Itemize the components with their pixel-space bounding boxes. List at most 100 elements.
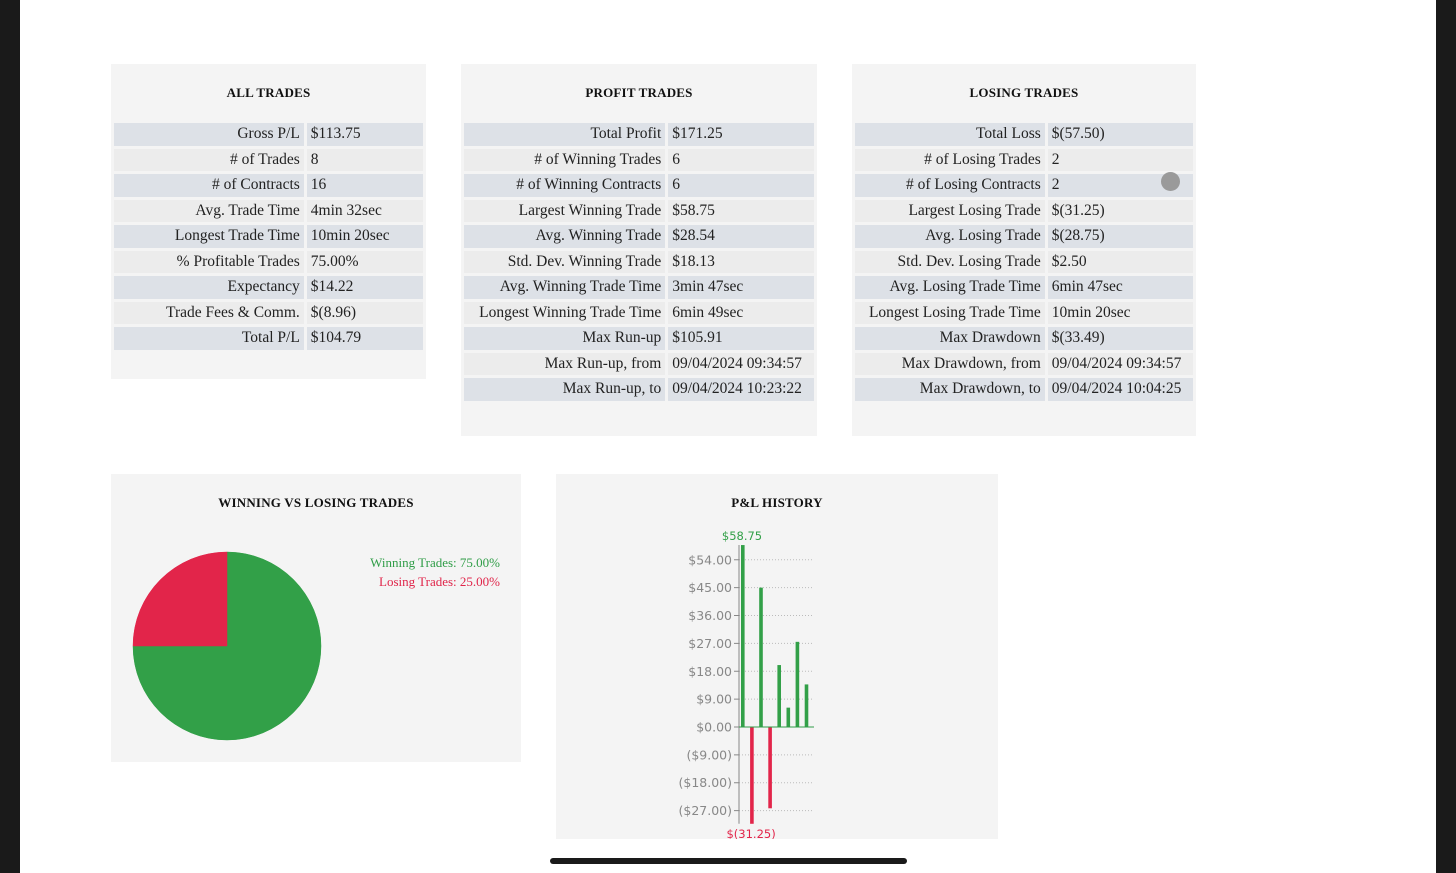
max-value-label: $58.75 bbox=[722, 529, 762, 543]
bar bbox=[777, 665, 781, 727]
all-trades-panel: ALL TRADES Gross P/L $113.75 # of Trades 8 #… bbox=[111, 64, 426, 379]
win-loss-pie-panel: WINNING VS LOSING TRADES Winning Trades:… bbox=[111, 474, 521, 762]
bar-chart-title: P&L HISTORY bbox=[731, 495, 823, 510]
all-trades-row: # of Trades 8 bbox=[114, 148, 423, 171]
all-trades-row-label: Expectancy bbox=[114, 276, 304, 299]
all-trades-row-value: $104.79 bbox=[306, 327, 423, 350]
profit-trades-row: Max Run-up $105.91 bbox=[464, 327, 814, 350]
bar bbox=[741, 545, 745, 727]
profit-trades-row: # of Winning Contracts 6 bbox=[464, 174, 814, 197]
y-tick-label: $9.00 bbox=[696, 692, 732, 707]
profit-trades-row: Total Profit $171.25 bbox=[464, 123, 814, 146]
all-trades-title: ALL TRADES bbox=[226, 85, 311, 100]
losing-trades-row-label: Max Drawdown bbox=[855, 327, 1045, 350]
all-trades-row-value: $(8.96) bbox=[306, 301, 423, 324]
losing-trades-row-label: Total Loss bbox=[855, 123, 1045, 146]
all-trades-row-label: % Profitable Trades bbox=[114, 250, 304, 273]
bar bbox=[795, 641, 800, 727]
all-trades-row-value: 8 bbox=[306, 148, 423, 171]
losing-trades-row-value: $(33.49) bbox=[1047, 327, 1193, 350]
bar bbox=[759, 587, 763, 727]
cursor-indicator bbox=[1161, 172, 1180, 191]
profit-trades-row: Max Run-up, to 09/04/2024 10:23:22 bbox=[464, 378, 814, 401]
profit-trades-row-value: 09/04/2024 10:23:22 bbox=[668, 378, 814, 401]
losing-trades-row-value: 09/04/2024 09:34:57 bbox=[1047, 352, 1193, 375]
all-trades-row: Total P/L $104.79 bbox=[114, 327, 423, 350]
profit-trades-row-label: Avg. Winning Trade bbox=[464, 225, 666, 248]
profit-trades-row-label: Avg. Winning Trade Time bbox=[464, 276, 666, 299]
profit-trades-row-value: $28.54 bbox=[668, 225, 814, 248]
profit-trades-row-label: Max Run-up bbox=[464, 327, 666, 350]
losing-trades-row: Avg. Losing Trade $(28.75) bbox=[855, 225, 1193, 248]
profit-trades-row-label: # of Winning Trades bbox=[464, 148, 666, 171]
y-tick-label: ($18.00) bbox=[679, 775, 733, 790]
profit-trades-row-value: 09/04/2024 09:34:57 bbox=[668, 352, 814, 375]
pie-chart bbox=[132, 551, 322, 741]
losing-trades-row: # of Losing Contracts 2 bbox=[855, 174, 1193, 197]
profit-trades-row-label: Total Profit bbox=[464, 123, 666, 146]
y-tick-label: $45.00 bbox=[688, 580, 732, 595]
all-trades-row: Expectancy $14.22 bbox=[114, 276, 423, 299]
profit-trades-row: Avg. Winning Trade Time 3min 47sec bbox=[464, 276, 814, 299]
bar bbox=[786, 707, 791, 727]
all-trades-row-label: # of Trades bbox=[114, 148, 304, 171]
all-trades-row-label: Total P/L bbox=[114, 327, 304, 350]
losing-trades-row-value: $(28.75) bbox=[1047, 225, 1193, 248]
all-trades-row: # of Contracts 16 bbox=[114, 174, 423, 197]
profit-trades-panel: PROFIT TRADES Total Profit $171.25 # of Wi… bbox=[461, 64, 817, 436]
bar-chart: $54.00 $45.00 $36.00 $27.00 $18.00 $9.00 $0.00… bbox=[679, 529, 814, 839]
losing-trades-row: Max Drawdown $(33.49) bbox=[855, 327, 1193, 350]
losing-trades-table: Total Loss $(57.50) # of Losing Trades 2 # o… bbox=[852, 120, 1196, 404]
y-tick-label: $27.00 bbox=[688, 636, 732, 651]
profit-trades-row-label: Max Run-up, from bbox=[464, 352, 666, 375]
legend-losing-trades: Losing Trades: 25.00% bbox=[379, 574, 500, 589]
profit-trades-row-value: 6 bbox=[668, 174, 814, 197]
all-trades-row-value: $113.75 bbox=[306, 123, 423, 146]
profit-trades-row-value: $18.13 bbox=[668, 250, 814, 273]
pie-legend: Winning Trades: 75.00% Losing Trades: 25… bbox=[370, 553, 500, 591]
pie-slice-losing bbox=[132, 551, 228, 647]
losing-trades-row-value: 2 bbox=[1047, 148, 1193, 171]
profit-trades-row: Longest Winning Trade Time 6min 49sec bbox=[464, 301, 814, 324]
bar bbox=[750, 727, 754, 824]
all-trades-row-value: 75.00% bbox=[306, 250, 423, 273]
all-trades-row-label: # of Contracts bbox=[114, 174, 304, 197]
profit-trades-row-value: $171.25 bbox=[668, 123, 814, 146]
profit-trades-row-value: 6 bbox=[668, 148, 814, 171]
losing-trades-row-value: 2 bbox=[1047, 174, 1193, 197]
home-indicator-bar[interactable] bbox=[550, 858, 907, 864]
losing-trades-row-value: 09/04/2024 10:04:25 bbox=[1047, 378, 1193, 401]
losing-trades-row-value: $(57.50) bbox=[1047, 123, 1193, 146]
pl-history-panel: P&L HISTORY $54.00 $45.00 $36.00 $27.00 $18.… bbox=[556, 474, 998, 839]
losing-trades-title: LOSING TRADES bbox=[969, 85, 1079, 100]
losing-trades-row-label: Largest Losing Trade bbox=[855, 199, 1045, 222]
losing-trades-row: Avg. Losing Trade Time 6min 47sec bbox=[855, 276, 1193, 299]
bar bbox=[768, 727, 772, 809]
profit-trades-row-value: $105.91 bbox=[668, 327, 814, 350]
y-tick-label: $36.00 bbox=[688, 608, 732, 623]
bar bbox=[804, 684, 809, 727]
all-trades-row-label: Avg. Trade Time bbox=[114, 199, 304, 222]
all-trades-row-value: $14.22 bbox=[306, 276, 423, 299]
all-trades-row: Longest Trade Time 10min 20sec bbox=[114, 225, 423, 248]
losing-trades-row: Max Drawdown, from 09/04/2024 09:34:57 bbox=[855, 352, 1193, 375]
profit-trades-row: Avg. Winning Trade $28.54 bbox=[464, 225, 814, 248]
y-tick-label: ($27.00) bbox=[679, 803, 733, 818]
all-trades-row-label: Trade Fees & Comm. bbox=[114, 301, 304, 324]
all-trades-row: Gross P/L $113.75 bbox=[114, 123, 423, 146]
profit-trades-table: Total Profit $171.25 # of Winning Trades 6 #… bbox=[461, 120, 817, 404]
pie-chart-title: WINNING VS LOSING TRADES bbox=[218, 495, 414, 510]
profit-trades-row-label: Longest Winning Trade Time bbox=[464, 301, 666, 324]
report-page: ALL TRADES Gross P/L $113.75 # of Trades 8 #… bbox=[20, 0, 1436, 873]
all-trades-row-value: 4min 32sec bbox=[306, 199, 423, 222]
losing-trades-row-label: Avg. Losing Trade Time bbox=[855, 276, 1045, 299]
legend-winning-trades: Winning Trades: 75.00% bbox=[370, 555, 500, 570]
losing-trades-row: Std. Dev. Losing Trade $2.50 bbox=[855, 250, 1193, 273]
all-trades-row-label: Gross P/L bbox=[114, 123, 304, 146]
losing-trades-row-label: # of Losing Contracts bbox=[855, 174, 1045, 197]
y-tick-label: $18.00 bbox=[688, 664, 732, 679]
losing-trades-row-label: Max Drawdown, to bbox=[855, 378, 1045, 401]
all-trades-row: Avg. Trade Time 4min 32sec bbox=[114, 199, 423, 222]
all-trades-row-value: 10min 20sec bbox=[306, 225, 423, 248]
pie-slice-winning bbox=[132, 551, 322, 741]
